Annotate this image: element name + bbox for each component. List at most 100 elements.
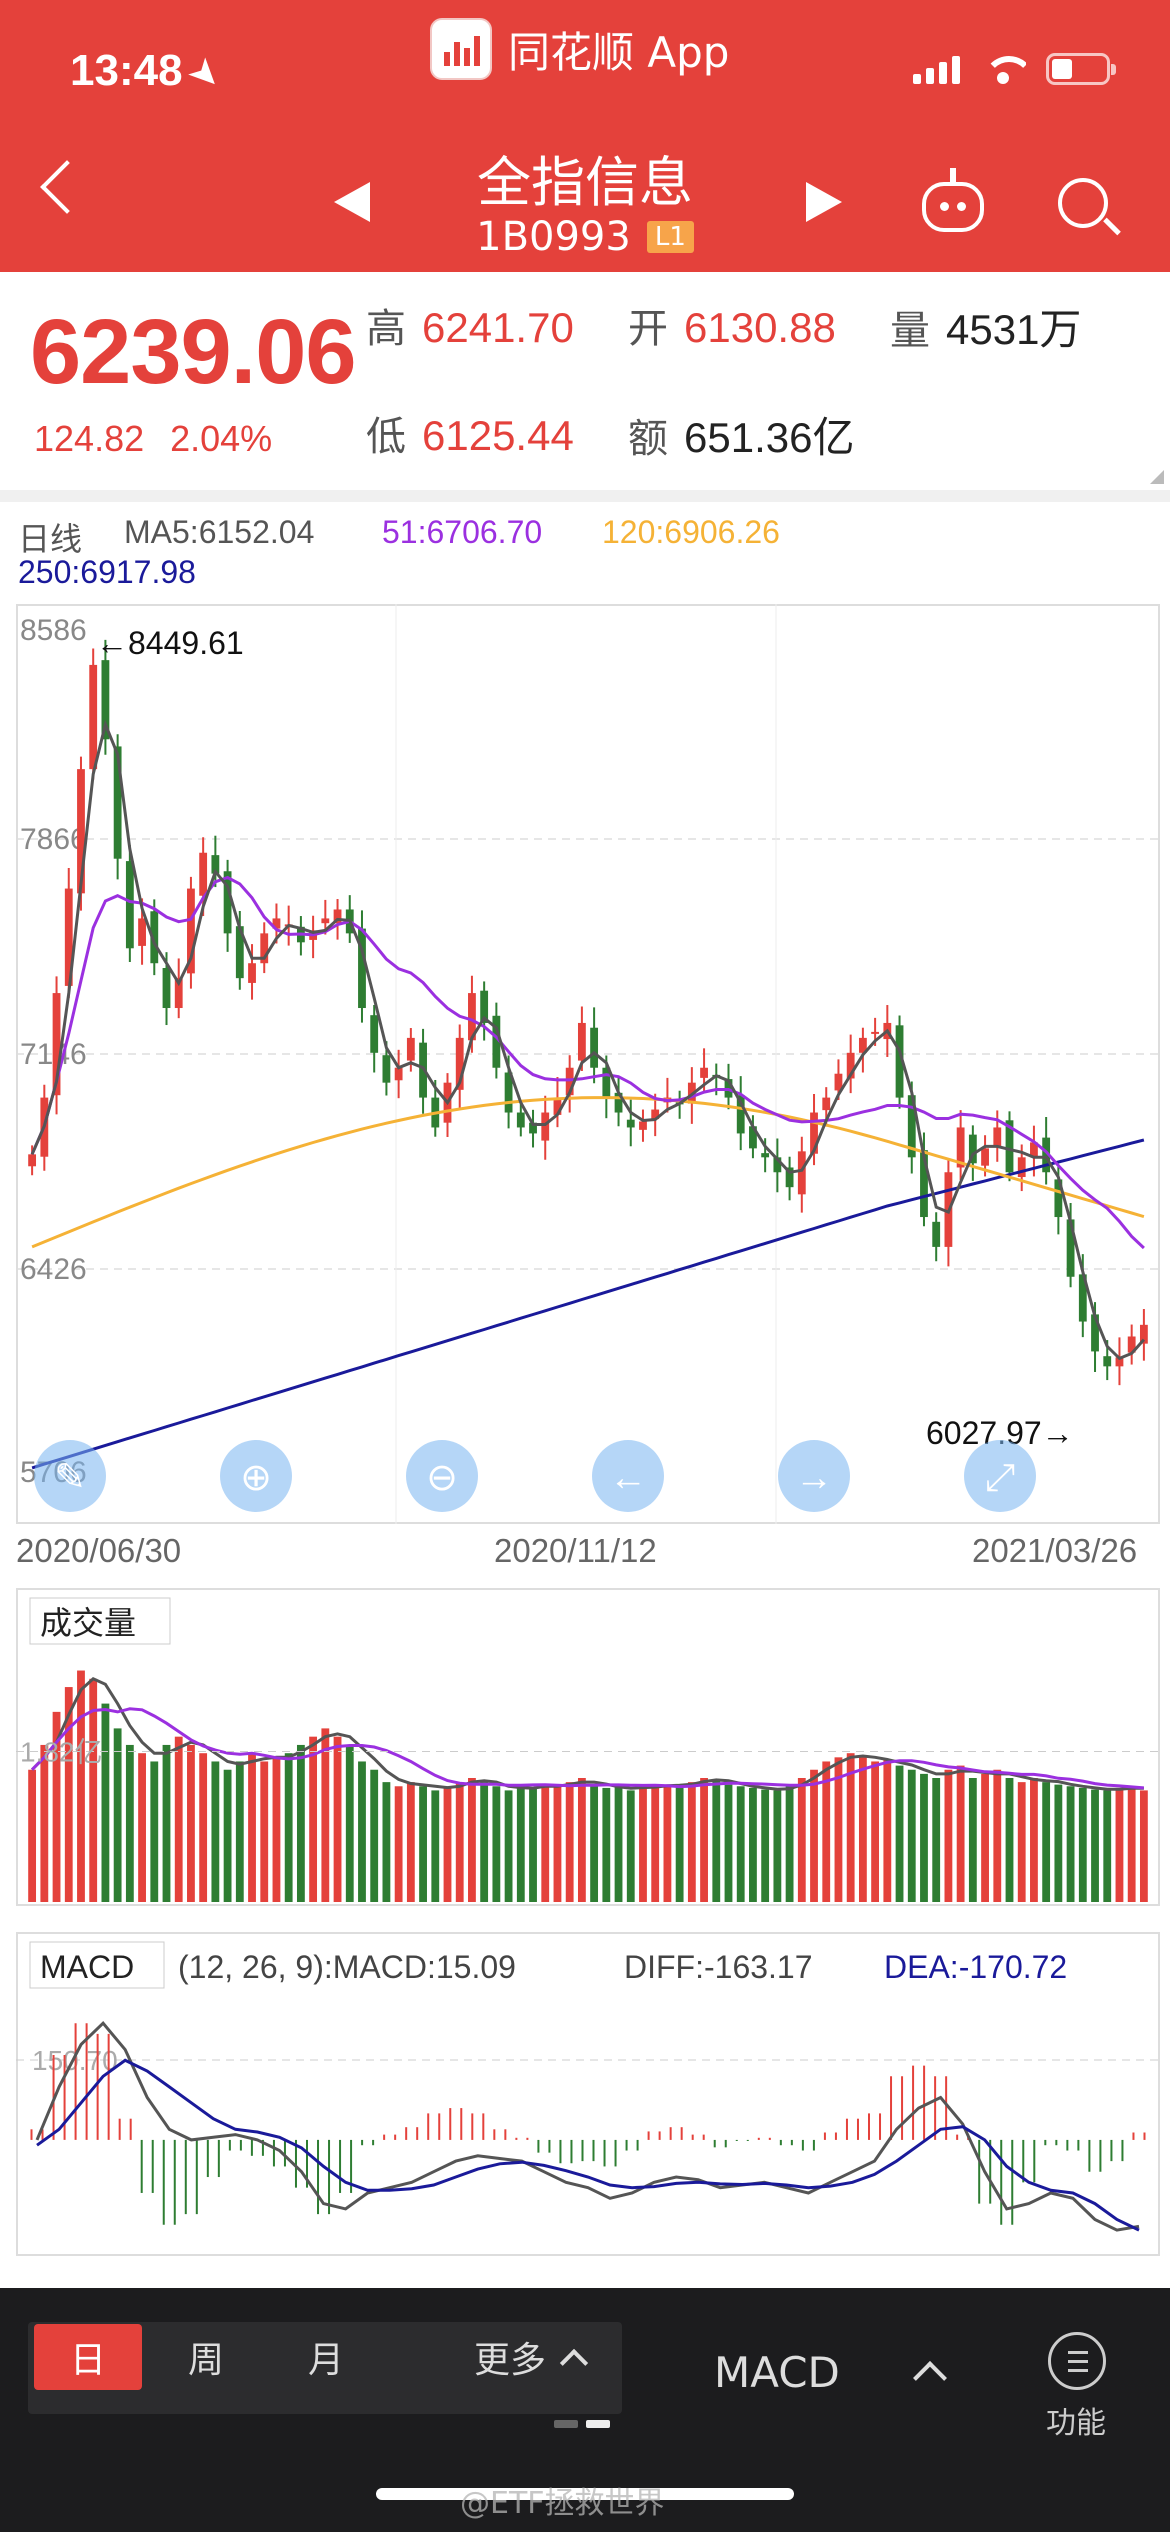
volume-bar [1115, 1787, 1124, 1902]
period-label[interactable]: 日线 [18, 521, 83, 557]
app-switcher[interactable]: 同花顺 App [430, 18, 729, 80]
high-field: 高 6241.70 [366, 304, 574, 352]
last-price: 6239.06 [30, 301, 357, 403]
candle-body [150, 911, 159, 964]
volume-bar [138, 1753, 146, 1902]
fullscreen-icon[interactable]: ⤢ [985, 1457, 1015, 1499]
cellular-signal-icon [913, 54, 960, 84]
candle-body [1091, 1314, 1099, 1352]
candle-body [1030, 1142, 1038, 1158]
robot-assistant-icon[interactable] [922, 168, 984, 232]
volume-y-tick: 1.82亿 [20, 1737, 103, 1768]
candle-body [480, 990, 489, 1023]
volume-bar [223, 1769, 232, 1902]
volume-bar [675, 1784, 684, 1902]
tab-week[interactable]: 周 [187, 2340, 224, 2381]
volume-bar [981, 1773, 989, 1902]
volume-bar [199, 1753, 208, 1902]
candle-body [1054, 1179, 1063, 1218]
zoom-in-button [220, 1440, 292, 1512]
tab-day[interactable]: 日 [34, 2324, 142, 2390]
candle-body [553, 1097, 562, 1115]
volume-bar [64, 1687, 73, 1902]
candle-body [77, 769, 85, 894]
candle-body [749, 1126, 757, 1149]
expand-corner-icon[interactable] [1150, 470, 1164, 484]
volume-bar [431, 1790, 440, 1902]
ma5-line [30, 719, 1146, 1361]
candle-body [590, 1027, 599, 1068]
macd-dea-label: DEA:-170.72 [884, 1949, 1067, 1985]
page-indicator [554, 2420, 610, 2428]
volume-bar [101, 1703, 110, 1902]
volume-bar [492, 1786, 501, 1902]
tab-month[interactable]: 月 [307, 2340, 344, 2381]
more-button[interactable]: 更多 [444, 2324, 614, 2390]
volume-bar [785, 1786, 794, 1902]
ma120-line [31, 1096, 1145, 1249]
next-security-button[interactable] [806, 182, 842, 222]
volume-bar [125, 1744, 134, 1902]
y-tick-label: 6426 [20, 1253, 87, 1286]
volume-bar [541, 1784, 550, 1902]
low-field: 低 6125.44 [366, 412, 574, 460]
volume-bar [284, 1753, 293, 1902]
candle-body [101, 660, 110, 740]
amount-value: 651.36亿 [684, 414, 855, 461]
indicator-selector[interactable]: MACD [714, 2348, 840, 2397]
candle-body [223, 871, 232, 934]
volume-bar [370, 1769, 379, 1902]
candle-body [394, 1067, 403, 1081]
volume-bar [993, 1769, 1002, 1902]
ma51-line [30, 875, 1145, 1250]
volume-bar [736, 1786, 745, 1902]
menu-icon[interactable] [1048, 2332, 1106, 2390]
zoom-out-icon[interactable]: ⊖ [426, 1457, 458, 1499]
volume-bar [895, 1765, 904, 1902]
volume-bar [663, 1786, 672, 1902]
volume-bar [333, 1736, 342, 1902]
fullscreen-button [964, 1440, 1036, 1512]
y-tick-label: 8586 [20, 614, 87, 647]
level-badge: L1 [646, 221, 694, 253]
watermark: @ETF拯救世界 [460, 2486, 665, 2521]
candle-body [260, 933, 269, 964]
search-icon[interactable] [1058, 178, 1108, 228]
battery-icon [1046, 53, 1116, 85]
candle-body [1127, 1336, 1136, 1353]
volume-bar [529, 1787, 537, 1902]
arrow-left-icon[interactable]: ← [609, 1457, 647, 1499]
volume-bar [321, 1728, 330, 1902]
arrow-right-icon[interactable]: → [795, 1457, 833, 1499]
volume-bar [773, 1790, 782, 1902]
candle-body [871, 1031, 880, 1034]
home-indicator[interactable] [376, 2488, 794, 2500]
chevron-up-icon[interactable] [913, 2361, 947, 2395]
arrow-left-button [592, 1440, 664, 1512]
candle-body [333, 909, 342, 924]
volume-chart[interactable]: 成交量 1.82亿 [16, 1588, 1160, 1906]
candle-body [1139, 1324, 1148, 1344]
candle-body [516, 1112, 525, 1128]
candle-body [846, 1052, 855, 1079]
pen-icon[interactable]: ✎ [54, 1457, 86, 1499]
change-percent: 2.04% [170, 418, 273, 459]
function-label[interactable]: 功能 [1046, 2406, 1106, 2441]
macd-chart[interactable]: MACD (12, 26, 9):MACD:15.09 DIFF:-163.17 DE… [16, 1932, 1160, 2256]
volume-bar [1127, 1786, 1136, 1902]
macd-dea-line [36, 2058, 1140, 2232]
candle-body [1078, 1274, 1087, 1322]
candle-body [455, 1037, 464, 1090]
volume-bar [602, 1787, 611, 1902]
title-box [29, 1597, 171, 1645]
candle-body [639, 1121, 647, 1130]
prev-security-button[interactable] [334, 182, 370, 222]
ma250-label: 250:6917.98 [18, 554, 196, 590]
kline-chart[interactable]: 85867866714664265706←8449.616027.97→✎⊕⊖←… [16, 604, 1160, 1524]
volume-bar [944, 1769, 953, 1902]
candle-body [920, 1150, 928, 1218]
zoom-in-icon[interactable]: ⊕ [240, 1457, 272, 1499]
candle-body [541, 1112, 550, 1141]
candle-body [895, 1025, 904, 1098]
volume-bar [1030, 1778, 1038, 1902]
